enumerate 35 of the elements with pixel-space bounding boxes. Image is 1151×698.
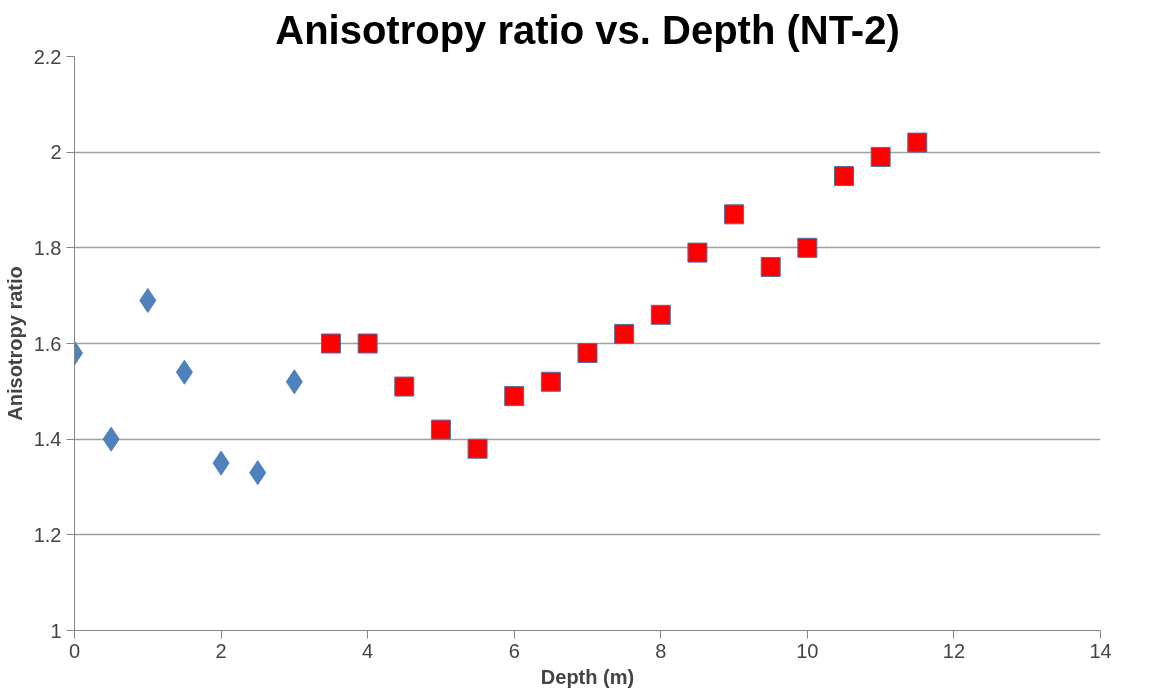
point — [321, 333, 341, 354]
x-axis-title: Depth (m) — [540, 665, 635, 688]
point — [430, 419, 451, 440]
y-tick-label: 1.8 — [33, 236, 62, 259]
x-tick-label: 10 — [796, 639, 819, 662]
point — [724, 204, 745, 225]
y-axis-title: Anisotropy ratio — [3, 266, 26, 421]
point — [504, 386, 525, 407]
chart-title: Anisotropy ratio vs. Depth (NT-2) — [275, 7, 900, 52]
point — [650, 304, 671, 325]
y-tick-label: 2.2 — [33, 45, 62, 68]
y-tick-label: 1.2 — [33, 523, 62, 546]
x-tick-label: 4 — [362, 639, 374, 662]
point — [870, 146, 891, 167]
point — [834, 166, 854, 187]
x-tick-label: 0 — [68, 639, 81, 662]
x-tick-label: 6 — [508, 639, 520, 662]
y-tick-label: 1.6 — [33, 332, 62, 355]
point — [577, 343, 598, 364]
y-tick-label: 1.4 — [33, 428, 62, 451]
x-tick-label: 8 — [655, 639, 667, 662]
x-tick-label: 14 — [1089, 639, 1112, 662]
point — [797, 237, 818, 258]
point — [760, 256, 781, 277]
point — [467, 438, 488, 459]
point — [394, 376, 415, 397]
y-tick-label: 2 — [50, 141, 62, 164]
point — [614, 323, 635, 344]
x-tick-label: 12 — [942, 639, 966, 662]
point — [540, 371, 561, 392]
point — [687, 242, 708, 263]
x-tick-label: 2 — [215, 639, 227, 662]
point — [907, 132, 928, 153]
y-tick-label: 1 — [50, 619, 62, 642]
point — [357, 333, 378, 354]
